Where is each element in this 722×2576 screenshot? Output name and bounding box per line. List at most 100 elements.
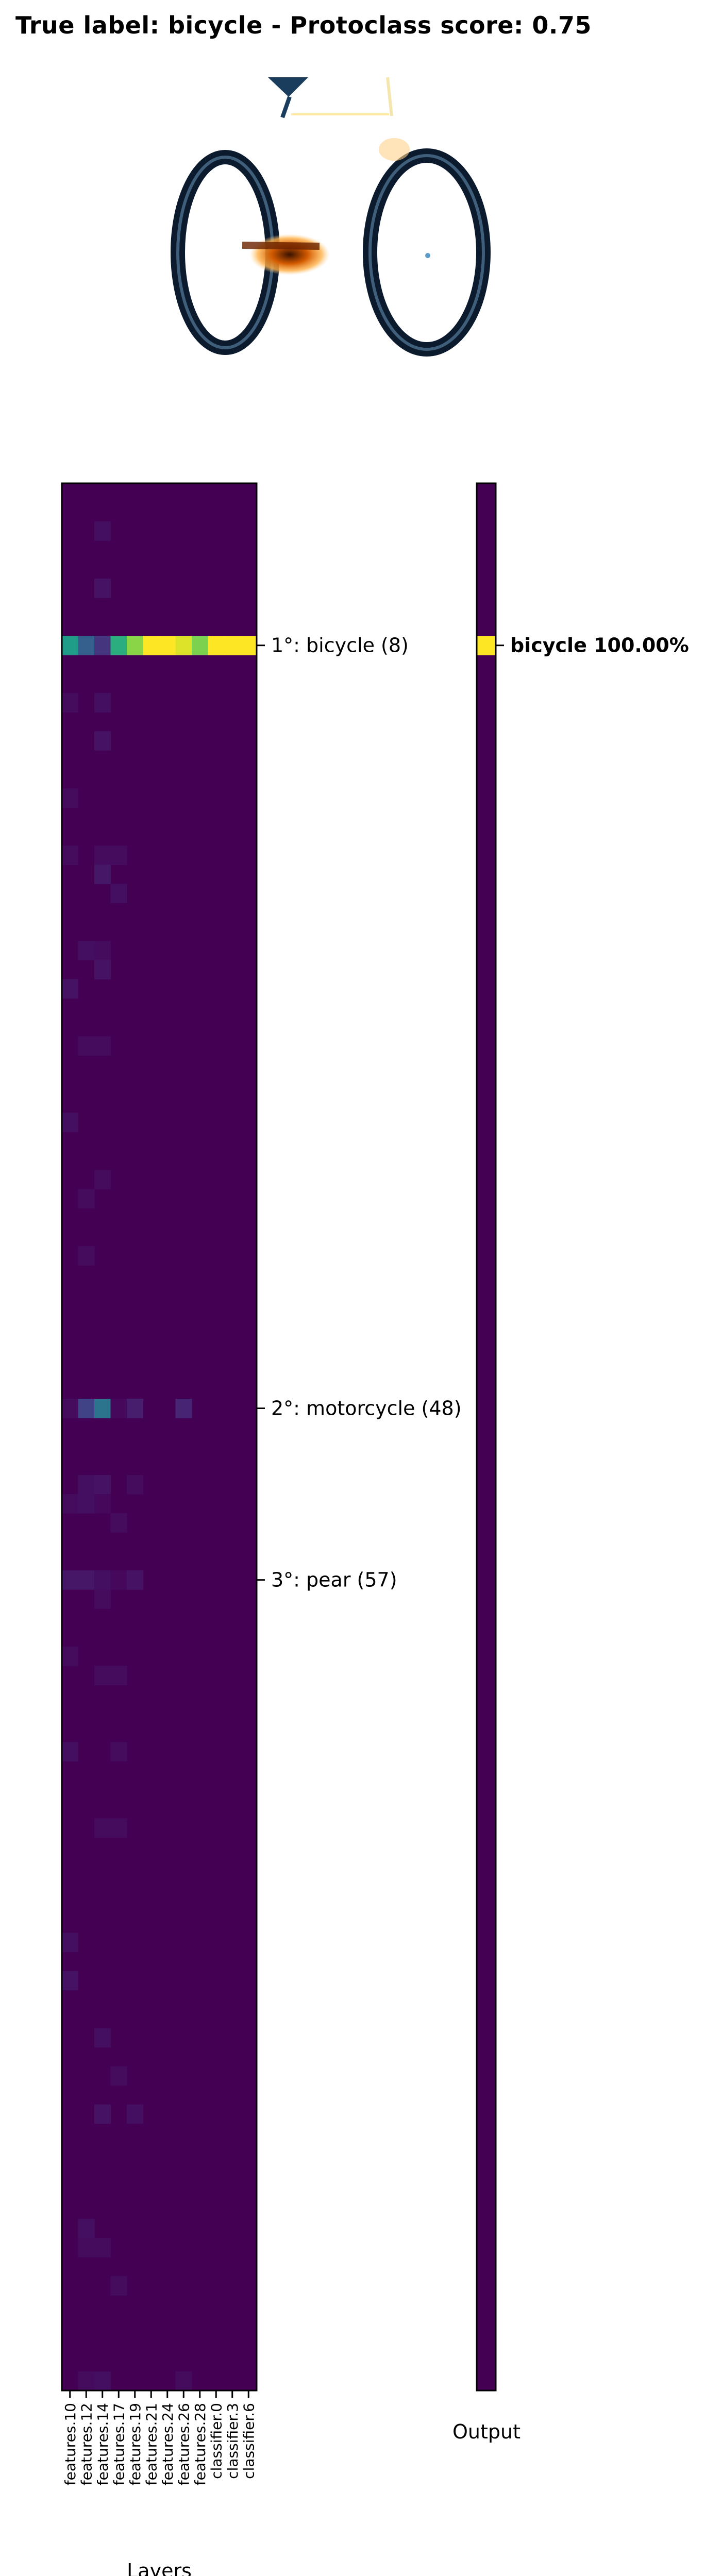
- heatmap-cell: [78, 2238, 95, 2258]
- bicycle-icon: [171, 77, 491, 357]
- heatmap-cell: [94, 1666, 111, 1685]
- heatmap-cell: [94, 845, 111, 865]
- handlebar-glow: [379, 138, 410, 161]
- output-annotation-label: bicycle 100.00%: [510, 634, 689, 657]
- heatmap-cell: [78, 1570, 95, 1590]
- heatmap-cell: [159, 636, 176, 655]
- heatmap-cell: [110, 2066, 127, 2086]
- heatmap-cell: [94, 636, 111, 655]
- heatmap-cell: [94, 2371, 111, 2391]
- heatmap-cell: [62, 845, 79, 865]
- x-tick-label: features.26: [175, 2403, 192, 2485]
- heatmap-cell: [110, 1513, 127, 1533]
- heatmap-cell: [110, 1666, 127, 1685]
- heatmap-cell: [78, 1189, 95, 1209]
- heatmap-cell: [127, 1475, 144, 1495]
- heatmap-cell: [94, 865, 111, 885]
- heatmap-cell: [127, 1570, 144, 1590]
- heatmap-cell: [94, 941, 111, 961]
- seat-post: [280, 96, 292, 118]
- x-tick-label: features.19: [127, 2403, 144, 2485]
- crank: [249, 234, 330, 275]
- heatmap-cell: [94, 2028, 111, 2048]
- heatmap-cell: [78, 941, 95, 961]
- x-tick-label: features.28: [192, 2403, 209, 2485]
- x-tick-label: features.10: [62, 2403, 79, 2485]
- heatmap-cell: [62, 1933, 79, 1953]
- x-axis-label: Layers: [127, 2560, 192, 2576]
- output-annotation: bicycle 100.00%: [496, 634, 689, 657]
- heatmap-cell: [78, 1494, 95, 1514]
- heatmap-cell: [62, 636, 79, 655]
- heatmap-cell: [78, 636, 95, 655]
- heatmap-cell: [62, 1742, 79, 1761]
- heatmap-cell: [110, 1818, 127, 1838]
- heatmap-cell: [110, 636, 127, 655]
- heatmap-cell: [110, 1398, 127, 1418]
- heatmap-cell: [78, 2371, 95, 2391]
- output-label: Output: [452, 2420, 520, 2443]
- front-hub: [425, 253, 430, 258]
- heatmap-cell: [192, 636, 209, 655]
- heatmap-cell: [94, 579, 111, 598]
- x-tick-label: features.12: [78, 2403, 95, 2485]
- x-tick-label: features.21: [143, 2403, 160, 2485]
- output-frame: [476, 482, 497, 2392]
- output-heatmap: [477, 483, 496, 2391]
- fork: [386, 77, 393, 116]
- heatmap-cell: [110, 1742, 127, 1761]
- heatmap-cell: [175, 636, 192, 655]
- heatmap-cell: [94, 2104, 111, 2124]
- heatmap-cell: [94, 521, 111, 541]
- heatmap-cell: [94, 1818, 111, 1838]
- annotation-label: 1°: bicycle (8): [271, 634, 409, 657]
- x-tick-label: features.17: [110, 2403, 127, 2485]
- heatmap-cell: [143, 636, 160, 655]
- heatmap-cell: [62, 788, 79, 808]
- heatmap-cell: [94, 1570, 111, 1590]
- annotation-label: 2°: motorcycle (48): [271, 1397, 462, 1419]
- heatmap-cell: [62, 1570, 79, 1590]
- heatmap-annotations: 1°: bicycle (8) 2°: motorcycle (48) 3°: pe…: [257, 634, 462, 1591]
- heatmap-cell: [94, 1589, 111, 1609]
- heatmap-cell: [224, 636, 241, 655]
- heatmap-cell: [94, 1494, 111, 1514]
- heatmap-cell: [62, 1971, 79, 1991]
- output-cell: [477, 636, 496, 655]
- heatmap-cell: [94, 960, 111, 980]
- x-tick-label: classifier.0: [208, 2403, 225, 2479]
- front-wheel: [363, 148, 491, 357]
- layer-heatmap: [62, 483, 257, 2391]
- heatmap-cell: [94, 693, 111, 713]
- heatmap-cell: [94, 2238, 111, 2258]
- heatmap-cell: [110, 1570, 127, 1590]
- x-tick-label: classifier.6: [240, 2403, 257, 2479]
- annotation-label: 3°: pear (57): [271, 1569, 397, 1591]
- heatmap-cell: [62, 1494, 79, 1514]
- heatmap-cell: [78, 1398, 95, 1418]
- heatmap-cell: [78, 1246, 95, 1266]
- heatmap-cell: [175, 2371, 192, 2391]
- figure-title: True label: bicycle - Protoclass score: …: [15, 11, 592, 39]
- heatmap-cell: [62, 1647, 79, 1666]
- heatmap-cell: [62, 979, 79, 999]
- heatmap-cell: [127, 2104, 144, 2124]
- heatmap-frame: [61, 482, 258, 2392]
- heatmap-cell: [78, 1475, 95, 1495]
- heatmap-cell: [240, 636, 257, 655]
- x-tick-label: classifier.3: [224, 2403, 241, 2479]
- heatmap-cell: [175, 1398, 192, 1418]
- heatmap-cell: [110, 884, 127, 904]
- heatmap-cell: [208, 636, 225, 655]
- heatmap-cell: [94, 1475, 111, 1495]
- heatmap-cell: [94, 1170, 111, 1190]
- heatmap-cell: [62, 1112, 79, 1132]
- heatmap-cell: [94, 1036, 111, 1056]
- heatmap-cell: [110, 2276, 127, 2296]
- heatmap-cell: [94, 1398, 111, 1418]
- front-wheel-glow: [368, 154, 485, 351]
- heatmap-cell: [127, 1398, 144, 1418]
- heatmap-background: [62, 483, 257, 2391]
- heatmap-cell: [78, 1036, 95, 1056]
